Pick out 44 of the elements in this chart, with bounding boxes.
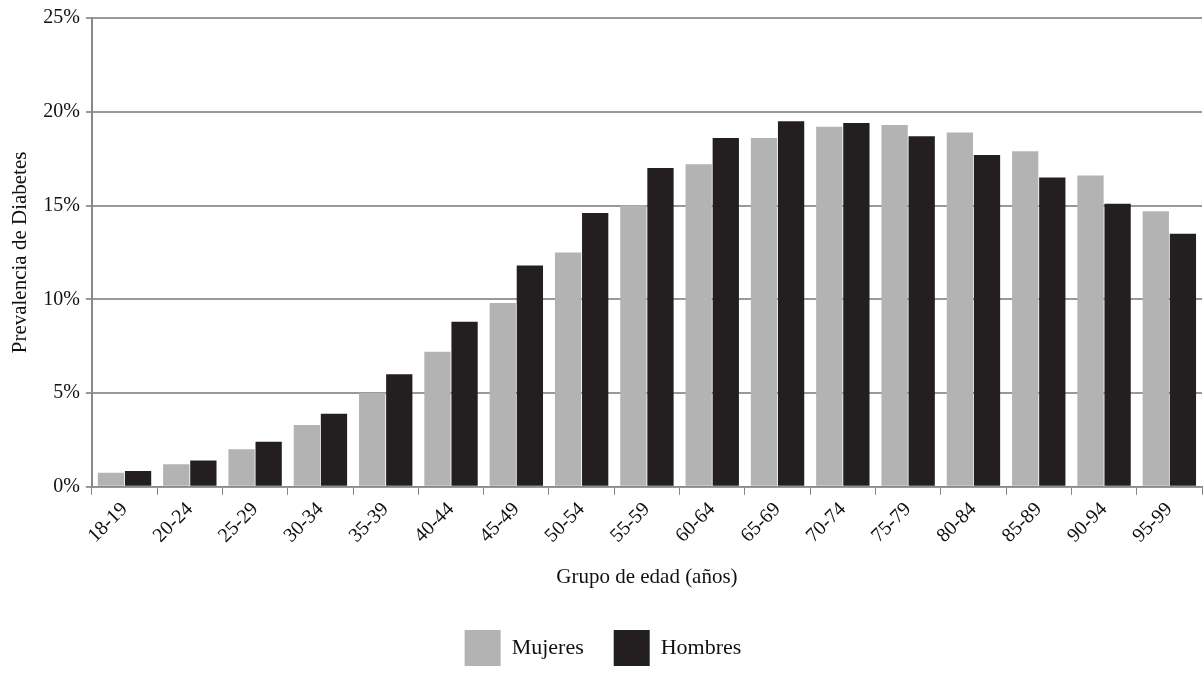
bar [359, 393, 386, 486]
bar [124, 470, 152, 486]
bar [973, 154, 1001, 486]
legend-label: Mujeres [511, 633, 584, 659]
bar [816, 126, 843, 486]
y-tick-label: 15% [43, 192, 80, 215]
bar [1039, 177, 1066, 486]
bar [190, 460, 217, 486]
bar [750, 138, 778, 486]
bar [320, 413, 348, 486]
bar [516, 265, 544, 486]
bar [881, 124, 908, 486]
bar [293, 424, 321, 486]
x-axis-title: Grupo de edad (años) [556, 563, 738, 588]
legend-label: Hombres [660, 633, 742, 659]
bar [451, 321, 478, 486]
bar [1169, 233, 1197, 486]
y-axis-title: Prevalencia de Diabetes [7, 151, 32, 354]
bar [908, 136, 935, 486]
bar [554, 252, 582, 486]
bar [647, 168, 674, 486]
bar [777, 121, 805, 486]
y-tick-label: 25% [43, 5, 80, 28]
bar [424, 351, 451, 486]
y-tick-label: 0% [53, 474, 80, 497]
bar [843, 123, 870, 486]
y-tick-label: 20% [43, 99, 80, 122]
y-tick-label: 5% [53, 380, 80, 403]
bar [228, 449, 255, 486]
bar [255, 441, 282, 486]
bar [620, 205, 647, 486]
bar [685, 164, 712, 486]
bar [489, 303, 516, 486]
bar [1142, 211, 1169, 486]
bar [946, 132, 974, 486]
bar [712, 138, 739, 486]
bar [1104, 203, 1131, 486]
bar [97, 472, 125, 486]
bar [582, 213, 609, 486]
bar [1012, 151, 1039, 486]
bar [1077, 175, 1104, 486]
bar [163, 464, 190, 486]
y-tick-label: 10% [43, 286, 80, 309]
bar [386, 374, 413, 486]
